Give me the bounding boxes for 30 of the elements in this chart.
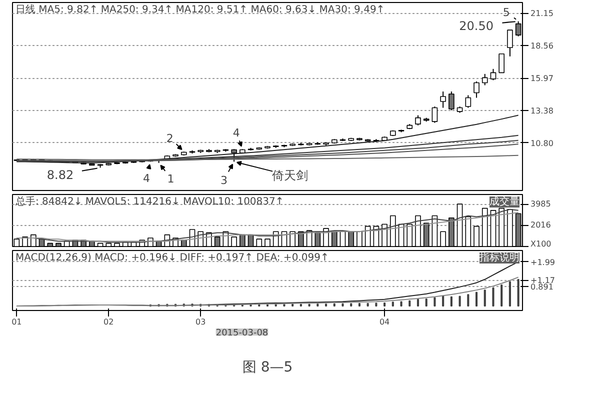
- caption: 图 8—5: [242, 360, 293, 376]
- y-tick-label: 3985: [530, 200, 551, 209]
- y-tick-label: 15.97: [530, 74, 554, 84]
- annotation: 5: [502, 6, 510, 19]
- annotation: 总手: 84842↓ MAVOL5: 114216↓ MAVOL10: 100837↑: [14, 196, 284, 208]
- y-tick-label: 10.80: [530, 138, 554, 148]
- annotation: 1: [167, 172, 174, 186]
- annotation: 3: [220, 174, 228, 188]
- annotation: MACD(12,26,9) MACD: +0.196↓ DIFF: +0.197↑ DEA: +0.099↑: [16, 252, 329, 264]
- x-tick-label: 04: [379, 318, 390, 326]
- x-tick-label: 03: [196, 318, 206, 326]
- y-tick-label: 13.38: [530, 106, 554, 116]
- x-tick-label: 01: [12, 318, 22, 326]
- annotation: 倚天剑: [272, 168, 308, 183]
- y-tick-label: 0.891: [530, 282, 554, 292]
- annotation: 指标说明: [478, 252, 520, 264]
- annotation: 4: [232, 126, 240, 140]
- y-tick-label: +1.99: [530, 258, 556, 267]
- annotation: 日线 MA5: 9.82↑ MA250: 9.34↑ MA120: 9.51↑ MA60: 9.63↓ MA30: 9.49↑: [16, 4, 385, 16]
- y-tick-label: X100: [530, 240, 552, 248]
- y-tick-label: 18.56: [530, 42, 554, 51]
- annotation: 8.82: [46, 168, 74, 182]
- annotation: 成交量: [490, 196, 520, 208]
- annotation: 2: [166, 132, 174, 146]
- annotation: 20.50: [459, 18, 494, 33]
- x-tick-label: 02: [104, 318, 114, 326]
- y-tick-label: 2016: [530, 220, 551, 230]
- y-tick-label: 21.15: [530, 9, 554, 18]
- text: 2015-03-08: [216, 328, 268, 338]
- annotation: 4: [142, 172, 150, 186]
